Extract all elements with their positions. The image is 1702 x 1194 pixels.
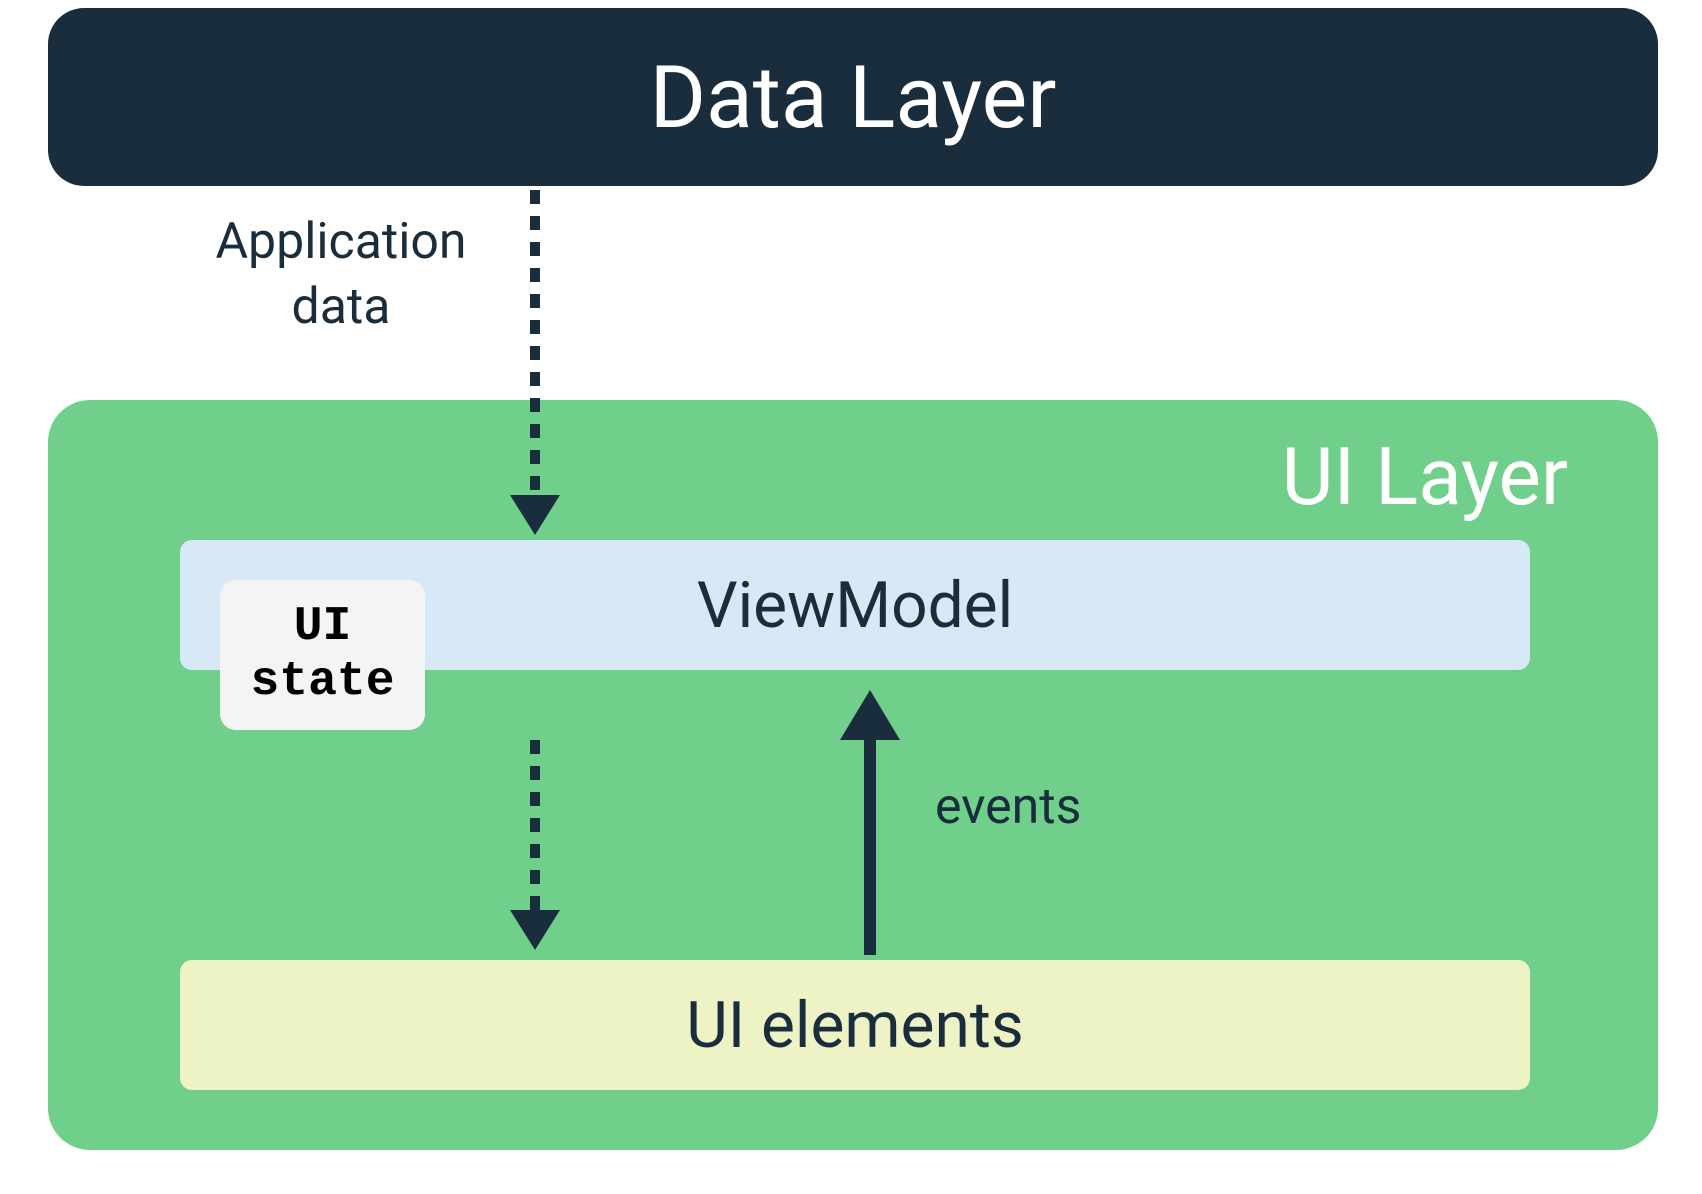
ui-elements-box: UI elements <box>180 960 1530 1090</box>
application-data-edge-label: Application data <box>196 210 486 340</box>
ui-elements-label: UI elements <box>686 988 1024 1063</box>
ui-state-box: UI state <box>220 580 425 730</box>
app-data-label-line1: Application <box>215 213 466 271</box>
ui-state-label-line1: UI <box>294 600 352 654</box>
events-edge-label: events <box>935 778 1081 836</box>
data-layer-label: Data Layer <box>650 47 1057 148</box>
app-data-label-line2: data <box>292 278 391 336</box>
data-layer-box: Data Layer <box>48 8 1658 186</box>
ui-layer-label: UI Layer <box>1282 430 1568 524</box>
viewmodel-label: ViewModel <box>697 568 1013 643</box>
ui-state-label-line2: state <box>250 655 394 709</box>
